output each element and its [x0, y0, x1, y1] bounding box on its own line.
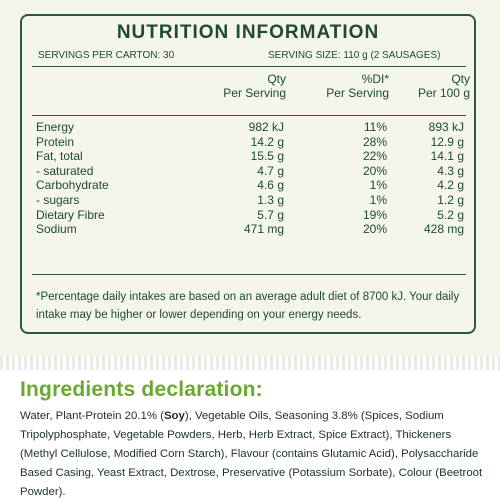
nutrition-background [0, 0, 500, 356]
section-divider [0, 356, 500, 370]
nutrient-label: Carbohydrate [36, 178, 109, 193]
daily-intake-footnote: *Percentage daily intakes are based on a… [36, 291, 460, 321]
table-row: Fat, total 15.5 g 22% 14.1 g [36, 149, 472, 164]
table-row: - sugars 1.3 g 1% 1.2 g [36, 193, 472, 208]
nutrient-label: Sodium [36, 222, 77, 237]
ingredients-text-start: Water, Plant-Protein 20.1% ( [20, 410, 164, 422]
divider-line [32, 274, 466, 275]
servings-per-carton: SERVINGS PER CARTON: 30 [38, 50, 175, 61]
per-serving-value: 5.7 g [257, 207, 284, 222]
nutrient-label: - sugars [36, 192, 80, 207]
per-100g-value: 4.2 g [437, 178, 464, 193]
column-header-line: Qty [451, 72, 470, 86]
column-header-line: %DI* [361, 72, 389, 86]
column-header-line: Per Serving [223, 86, 286, 100]
di-value: 20% [362, 222, 387, 237]
di-value: 1% [369, 192, 387, 207]
table-row: Protein 14.2 g 28% 12.9 g [36, 135, 472, 150]
di-value: 1% [369, 178, 387, 193]
per-100g-value: 893 kJ [428, 120, 464, 134]
di-value: 28% [362, 134, 387, 149]
ingredients-text: Water, Plant-Protein 20.1% (Soy), Vegeta… [20, 407, 486, 502]
di-value: 11% [363, 120, 387, 134]
di-value: 20% [362, 163, 387, 178]
per-serving-value: 4.6 g [257, 178, 284, 193]
per-serving-value: 471 mg [243, 222, 284, 237]
allergen-soy: Soy [163, 410, 185, 422]
table-row: Energy 982 kJ 11% 893 kJ [36, 120, 472, 135]
nutrition-information-panel: NUTRITION INFORMATION SERVINGS PER CARTO… [20, 14, 476, 334]
per-serving-value: 14.2 g [250, 134, 284, 149]
table-row: Dietary Fibre 5.7 g 19% 5.2 g [36, 208, 472, 223]
per-100g-value: 4.3 g [437, 163, 464, 178]
per-serving-value: 1.3 g [257, 192, 284, 207]
nutrient-label: Energy [36, 120, 75, 134]
per-serving-value: 4.7 g [257, 163, 284, 178]
serving-size: SERVING SIZE: 110 g (2 SAUSAGES) [268, 50, 441, 61]
nutrition-table: Energy 982 kJ 11% 893 kJ Protein 14.2 g … [36, 120, 472, 237]
table-row: Sodium 471 mg 20% 428 mg [36, 222, 472, 237]
table-row: Carbohydrate 4.6 g 1% 4.2 g [36, 178, 472, 193]
per-serving-value: 982 kJ [248, 120, 284, 134]
per-100g-value: 5.2 g [437, 207, 464, 222]
ingredients-title: Ingredients declaration: [20, 378, 263, 401]
table-row: - saturated 4.7 g 20% 4.3 g [36, 164, 472, 179]
per-serving-value: 15.5 g [250, 149, 284, 164]
divider-line [32, 115, 466, 116]
column-header-per-serving: Qty Per Serving [223, 72, 286, 100]
nutrient-label: - saturated [36, 163, 94, 178]
divider-line [32, 66, 466, 67]
per-100g-value: 428 mg [423, 222, 464, 237]
di-value: 19% [362, 207, 387, 222]
nutrition-title: NUTRITION INFORMATION [116, 22, 380, 43]
servings-line: SERVINGS PER CARTON: 30 SERVING SIZE: 11… [38, 50, 458, 61]
per-100g-value: 1.2 g [437, 192, 464, 207]
nutrient-label: Protein [36, 134, 75, 149]
column-header-per-100g: Qty Per 100 g [418, 72, 470, 100]
nutrient-label: Fat, total [36, 149, 83, 164]
di-value: 22% [362, 149, 387, 164]
ingredients-text-rest: ), Vegetable Oils, Seasoning 3.8% (Spice… [20, 410, 483, 498]
column-header-line: Per 100 g [417, 86, 470, 100]
per-100g-value: 14.1 g [430, 149, 464, 164]
nutrient-label: Dietary Fibre [36, 207, 105, 222]
column-header-line: Per Serving [326, 86, 389, 100]
column-header-di: %DI* Per Serving [326, 72, 389, 100]
per-100g-value: 12.9 g [430, 134, 464, 149]
column-header-line: Qty [267, 72, 286, 86]
